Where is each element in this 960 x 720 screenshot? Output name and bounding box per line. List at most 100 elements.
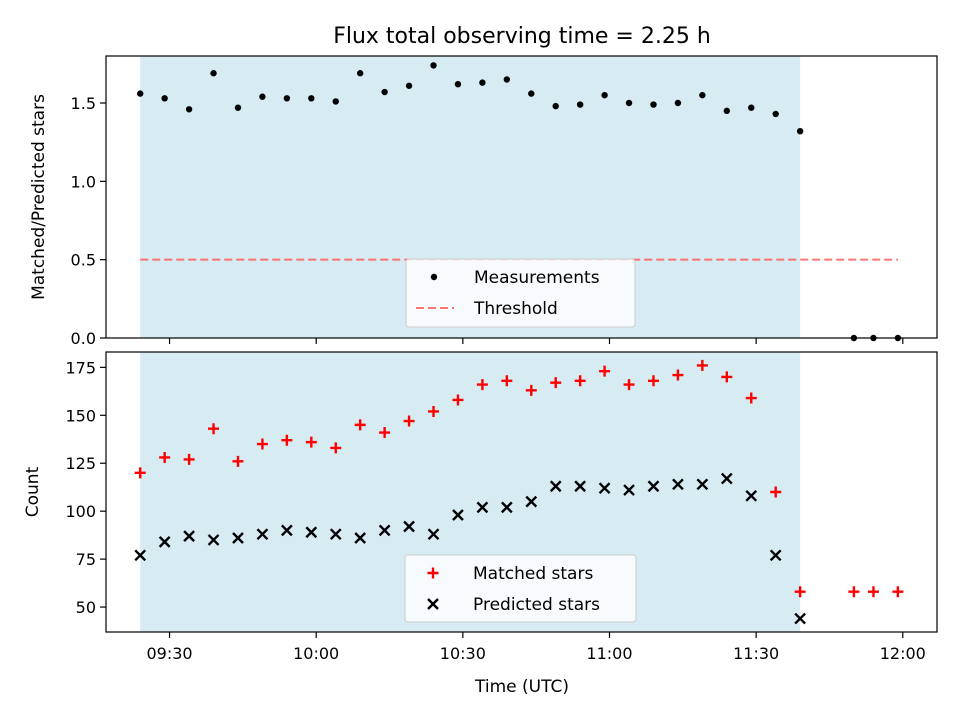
y-tick-label: 1.0 (71, 172, 96, 191)
measurements-point-17 (552, 102, 559, 110)
legend-swatch (430, 273, 438, 281)
matched-stars-point-20 (623, 379, 635, 391)
predicted-stars-point-25 (745, 489, 758, 502)
measurements-point-25 (748, 104, 755, 111)
measurements-point-14 (479, 79, 486, 86)
predicted-stars-point-21 (647, 480, 660, 493)
measurements-point-2 (185, 106, 193, 113)
matched-stars-point-29 (867, 586, 879, 598)
measurements-point-26 (772, 110, 779, 118)
legend-box (405, 258, 636, 328)
measurements-point-3 (210, 70, 217, 77)
x-tick-label: 10:30 (440, 644, 486, 663)
y-axis-label: Count (23, 466, 43, 517)
predicted-stars-point-20 (623, 484, 635, 496)
predicted-stars-point-23 (696, 478, 709, 491)
matched-stars-point-15 (501, 375, 513, 387)
matched-stars-point-19 (599, 365, 611, 377)
legend-box (404, 554, 637, 623)
measurements-point-0 (137, 90, 144, 97)
measurements-point-8 (332, 98, 339, 105)
predicted-stars-point-10 (378, 524, 391, 537)
y-axis-label: Matched/Predicted stars (29, 94, 49, 300)
predicted-stars-point-11 (403, 520, 415, 533)
chart-title: Flux total observing time = 2.25 h (333, 24, 711, 49)
y-tick-label: 125 (65, 454, 96, 473)
measurements-point-27 (796, 128, 804, 135)
measurements-point-7 (308, 95, 315, 102)
matched-stars-point-2 (183, 453, 195, 465)
measurements-point-6 (283, 95, 291, 102)
predicted-stars-point-16 (525, 495, 538, 508)
matched-stars-point-3 (208, 423, 220, 435)
matched-stars-point-21 (647, 375, 659, 387)
predicted-stars-point-9 (354, 532, 367, 544)
y-tick-label: 50 (76, 598, 96, 617)
measurements-point-24 (723, 107, 731, 115)
predicted-stars-point-7 (305, 526, 318, 539)
matched-stars-point-11 (403, 415, 415, 427)
matched-stars-point-13 (452, 394, 464, 406)
measurements-point-19 (601, 91, 608, 99)
matched-stars-point-23 (696, 359, 708, 371)
predicted-stars-point-5 (256, 528, 269, 541)
y-tick-label: 150 (65, 406, 96, 425)
matched-stars-point-26 (770, 486, 782, 498)
legend-swatch (427, 598, 439, 610)
axes-frame (105, 351, 938, 633)
measurements-point-1 (161, 95, 168, 102)
axes-frame (105, 55, 938, 339)
matched-stars-point-28 (848, 586, 860, 598)
predicted-stars-point-4 (232, 532, 244, 544)
measurements-point-12 (430, 62, 437, 69)
matched-stars-point-12 (428, 405, 440, 417)
predicted-stars-point-8 (329, 528, 342, 541)
matched-stars-point-22 (672, 369, 684, 381)
matched-stars-point-6 (281, 434, 293, 446)
measurements-point-13 (454, 81, 462, 88)
matched-stars-point-27 (794, 586, 806, 598)
predicted-stars-point-3 (207, 534, 220, 546)
predicted-stars-point-14 (476, 501, 489, 514)
measurements-point-11 (405, 82, 413, 89)
predicted-stars-point-6 (281, 524, 293, 537)
predicted-stars-point-12 (427, 528, 440, 541)
predicted-stars-point-19 (598, 482, 611, 495)
measurements-point-20 (625, 99, 633, 107)
y-tick-label: 0.5 (71, 251, 96, 270)
legend-swatch (427, 567, 439, 579)
measurements-point-9 (356, 70, 364, 77)
matched-stars-point-17 (550, 377, 562, 389)
matched-stars-point-30 (892, 586, 904, 598)
legend: Matched stars Predicted stars (404, 554, 637, 623)
bottom-panel: 50 75 100 125 150 175 09:30 10:00 10:30 11:00 11:3… (23, 351, 938, 663)
matched-stars-point-0 (134, 467, 146, 479)
matched-stars-point-8 (330, 442, 342, 454)
predicted-stars-point-18 (574, 480, 587, 493)
matched-stars-point-5 (256, 438, 268, 450)
matched-stars-point-10 (379, 427, 391, 439)
y-tick-label: 100 (65, 502, 96, 521)
matched-stars-point-9 (354, 419, 366, 431)
y-tick-label: 75 (76, 550, 96, 569)
matched-stars-point-7 (305, 436, 317, 448)
x-tick-label: 10:00 (293, 644, 339, 663)
legend-label: Predicted stars (473, 595, 600, 615)
predicted-stars-point-1 (158, 536, 171, 548)
matched-stars-point-4 (232, 455, 244, 467)
measurements-point-4 (234, 104, 242, 111)
predicted-stars-point-27 (794, 612, 806, 625)
legend-label: Threshold (473, 299, 558, 319)
predicted-stars-point-24 (720, 472, 733, 485)
measurements-point-16 (528, 90, 535, 97)
matched-stars-point-16 (525, 384, 537, 396)
matched-stars-point-25 (745, 392, 757, 404)
legend: Measurements Threshold (405, 258, 636, 328)
predicted-stars-point-0 (134, 549, 147, 562)
predicted-stars-point-2 (183, 530, 195, 542)
x-tick-label: 11:00 (586, 644, 632, 663)
measurements-point-18 (576, 101, 584, 108)
predicted-stars-point-15 (500, 501, 513, 514)
top-panel: 0.0 0.5 1.0 1.5 Matched/Predicted stars Measu… (29, 55, 938, 348)
